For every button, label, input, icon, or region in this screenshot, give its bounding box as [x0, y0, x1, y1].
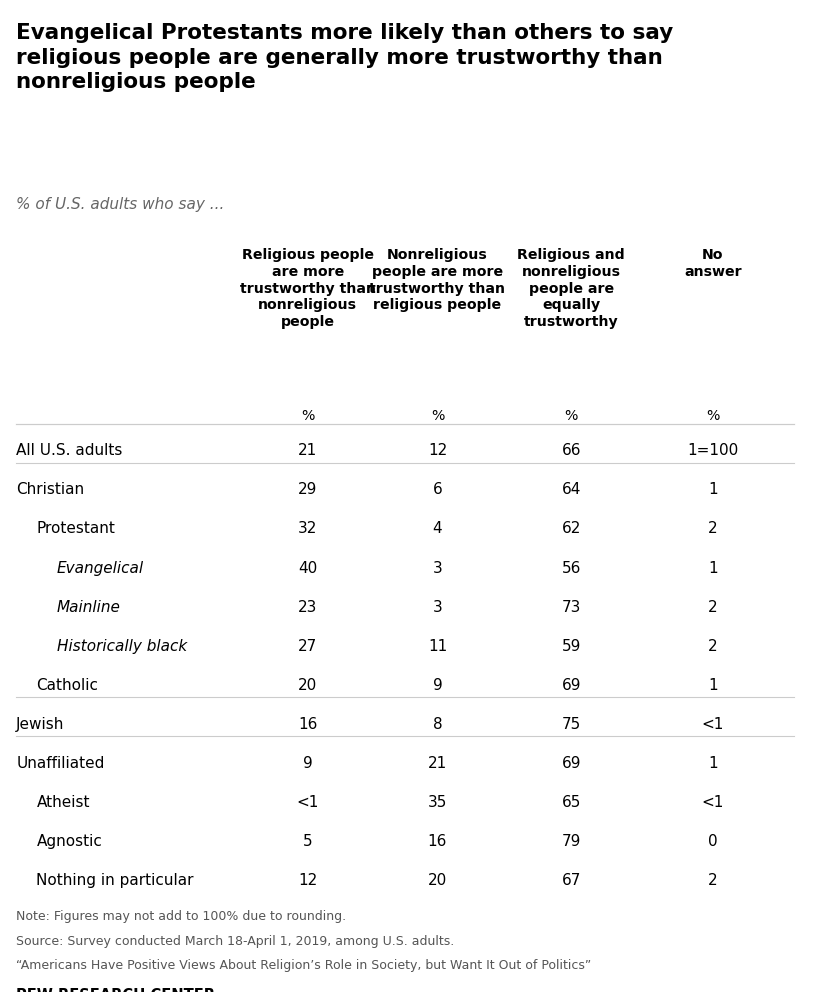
- Text: 16: 16: [428, 834, 447, 849]
- Text: 20: 20: [299, 678, 318, 692]
- Text: Catholic: Catholic: [37, 678, 98, 692]
- Text: Evangelical: Evangelical: [57, 560, 143, 575]
- Text: 2: 2: [708, 522, 718, 537]
- Text: 21: 21: [428, 756, 447, 771]
- Text: 65: 65: [561, 795, 580, 809]
- Text: 2: 2: [708, 599, 718, 615]
- Text: 9: 9: [433, 678, 442, 692]
- Text: Agnostic: Agnostic: [37, 834, 103, 849]
- Text: 5: 5: [303, 834, 313, 849]
- Text: 8: 8: [433, 717, 442, 732]
- Text: 69: 69: [561, 678, 581, 692]
- Text: 69: 69: [561, 756, 581, 771]
- Text: Jewish: Jewish: [16, 717, 64, 732]
- Text: 23: 23: [299, 599, 318, 615]
- Text: Atheist: Atheist: [37, 795, 90, 809]
- Text: %: %: [431, 410, 445, 424]
- Text: 4: 4: [433, 522, 442, 537]
- Text: Historically black: Historically black: [57, 639, 187, 654]
- Text: Religious and
nonreligious
people are
equally
trustworthy: Religious and nonreligious people are eq…: [517, 248, 625, 329]
- Text: 1=100: 1=100: [687, 443, 739, 458]
- Text: 59: 59: [561, 639, 580, 654]
- Text: 27: 27: [299, 639, 318, 654]
- Text: Evangelical Protestants more likely than others to say
religious people are gene: Evangelical Protestants more likely than…: [16, 23, 673, 92]
- Text: 12: 12: [428, 443, 447, 458]
- Text: Christian: Christian: [16, 482, 84, 497]
- Text: 20: 20: [428, 873, 447, 888]
- Text: Mainline: Mainline: [57, 599, 121, 615]
- Text: 1: 1: [708, 482, 718, 497]
- Text: 35: 35: [428, 795, 447, 809]
- Text: Nothing in particular: Nothing in particular: [37, 873, 194, 888]
- Text: 12: 12: [299, 873, 318, 888]
- Text: Protestant: Protestant: [37, 522, 115, 537]
- Text: 11: 11: [428, 639, 447, 654]
- Text: PEW RESEARCH CENTER: PEW RESEARCH CENTER: [16, 988, 215, 992]
- Text: 1: 1: [708, 756, 718, 771]
- Text: 64: 64: [561, 482, 580, 497]
- Text: Source: Survey conducted March 18-April 1, 2019, among U.S. adults.: Source: Survey conducted March 18-April …: [16, 934, 455, 947]
- Text: 3: 3: [433, 599, 442, 615]
- Text: Religious people
are more
trustworthy than
nonreligious
people: Religious people are more trustworthy th…: [240, 248, 376, 329]
- Text: 21: 21: [299, 443, 318, 458]
- Text: 66: 66: [561, 443, 581, 458]
- Text: 67: 67: [561, 873, 580, 888]
- Text: 2: 2: [708, 873, 718, 888]
- Text: 9: 9: [303, 756, 313, 771]
- Text: 79: 79: [561, 834, 580, 849]
- Text: %: %: [706, 410, 720, 424]
- Text: 40: 40: [299, 560, 318, 575]
- Text: 29: 29: [299, 482, 318, 497]
- Text: 0: 0: [708, 834, 718, 849]
- Text: 73: 73: [561, 599, 580, 615]
- Text: 2: 2: [708, 639, 718, 654]
- Text: 32: 32: [299, 522, 318, 537]
- Text: No
answer: No answer: [684, 248, 741, 279]
- Text: Nonreligious
people are more
trustworthy than
religious people: Nonreligious people are more trustworthy…: [369, 248, 505, 312]
- Text: 6: 6: [433, 482, 442, 497]
- Text: <1: <1: [701, 717, 724, 732]
- Text: %: %: [565, 410, 578, 424]
- Text: All U.S. adults: All U.S. adults: [16, 443, 123, 458]
- Text: % of U.S. adults who say ...: % of U.S. adults who say ...: [16, 196, 224, 212]
- Text: 1: 1: [708, 560, 718, 575]
- Text: %: %: [301, 410, 314, 424]
- Text: <1: <1: [297, 795, 319, 809]
- Text: “Americans Have Positive Views About Religion’s Role in Society, but Want It Out: “Americans Have Positive Views About Rel…: [16, 959, 591, 972]
- Text: Unaffiliated: Unaffiliated: [16, 756, 104, 771]
- Text: Note: Figures may not add to 100% due to rounding.: Note: Figures may not add to 100% due to…: [16, 911, 346, 924]
- Text: 56: 56: [561, 560, 580, 575]
- Text: <1: <1: [701, 795, 724, 809]
- Text: 62: 62: [561, 522, 580, 537]
- Text: 16: 16: [299, 717, 318, 732]
- Text: 75: 75: [561, 717, 580, 732]
- Text: 1: 1: [708, 678, 718, 692]
- Text: 3: 3: [433, 560, 442, 575]
